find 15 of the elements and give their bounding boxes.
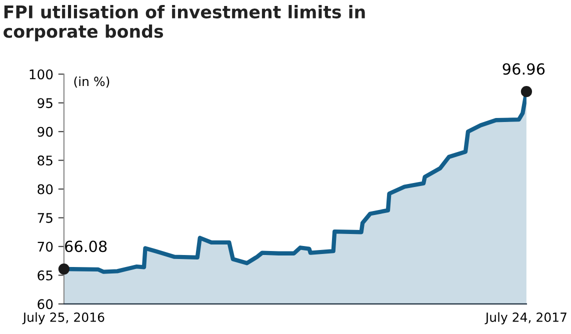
y-tick-label: 80 xyxy=(38,184,53,194)
x-tick-label: July 24, 2017 xyxy=(484,312,566,324)
y-tick-label: 75 xyxy=(38,213,52,223)
y-tick-label: 90 xyxy=(38,126,53,137)
annotation: 96.96 xyxy=(502,63,545,75)
y-tick-label: 65 xyxy=(38,270,52,280)
annotation: 66.08 xyxy=(65,240,107,252)
y-tick-label: 85 xyxy=(38,156,52,166)
y-tick-label: 60 xyxy=(38,299,53,310)
y-axis-title: (in %) xyxy=(74,76,110,88)
x-tick-label: July 25, 2016 xyxy=(22,312,104,324)
y-tick-label: 70 xyxy=(38,242,53,252)
y-tick-label: 100 xyxy=(30,69,53,80)
y-tick-label: 95 xyxy=(38,98,52,108)
chart-title: FPI utilisation of investment limits in corporate bonds xyxy=(4,5,365,42)
